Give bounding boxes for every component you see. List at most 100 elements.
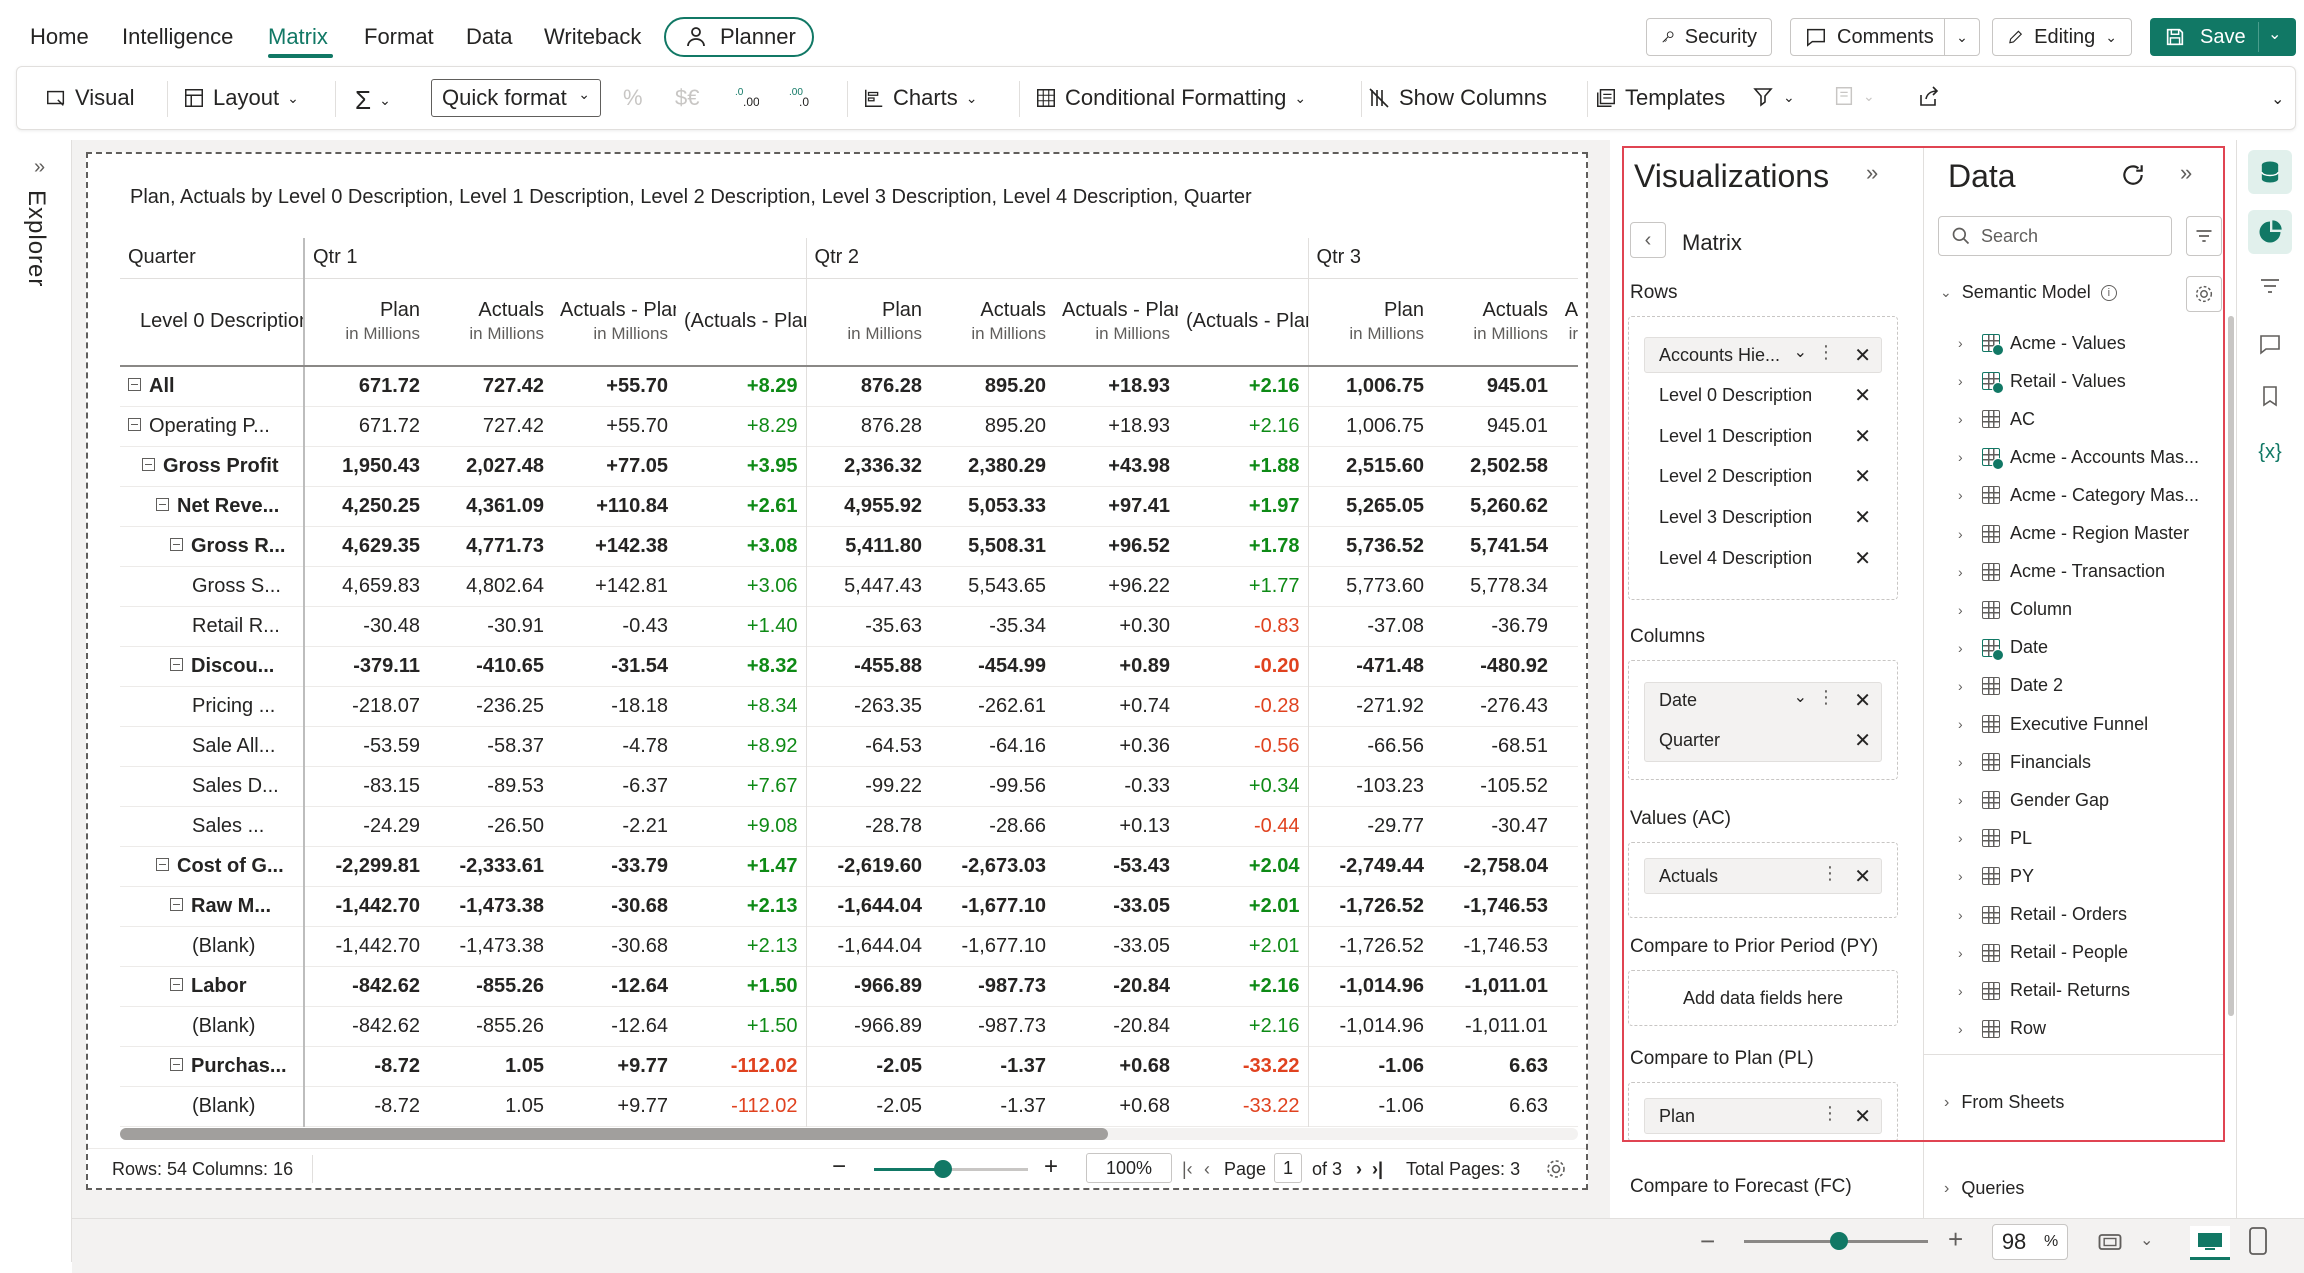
value-cell[interactable]: -1,746.53 bbox=[1463, 894, 1549, 917]
refresh-icon[interactable] bbox=[2120, 162, 2146, 188]
fit-page-icon[interactable] bbox=[2096, 1228, 2124, 1256]
column-header[interactable]: Plan in Millions bbox=[1307, 278, 1433, 367]
back-button[interactable]: ‹ bbox=[1630, 222, 1666, 258]
value-cell[interactable]: -83.15 bbox=[303, 766, 428, 806]
value-cell[interactable]: -33.05 bbox=[1113, 934, 1171, 957]
chevron-right-icon[interactable]: › bbox=[1958, 944, 1963, 961]
conditional-formatting-button[interactable]: Conditional Formatting ⌄ bbox=[1035, 85, 1306, 111]
value-cell[interactable]: -1.06 bbox=[1307, 1086, 1433, 1126]
value-cell[interactable]: +1.40 bbox=[746, 614, 798, 637]
charts-button[interactable]: Charts ⌄ bbox=[863, 85, 978, 111]
column-header[interactable]: Actuals in Millions bbox=[428, 278, 552, 367]
quarter-header-cell[interactable]: Qtr 3 bbox=[1307, 238, 1578, 279]
notes-button[interactable]: ⌄ bbox=[1833, 85, 1875, 107]
percent-format-button[interactable]: % bbox=[623, 85, 643, 111]
value-cell[interactable]: 6.63 bbox=[1509, 1094, 1549, 1117]
value-cell[interactable]: +142.38 bbox=[595, 534, 668, 557]
columns-field-date[interactable] bbox=[1644, 682, 1882, 762]
value-cell[interactable]: -12.64 bbox=[611, 974, 668, 997]
data-search-input[interactable]: Search bbox=[1938, 216, 2172, 256]
chevron-right-icon[interactable]: › bbox=[1958, 487, 1963, 504]
value-cell[interactable]: +2.16 bbox=[1248, 414, 1300, 437]
column-header[interactable]: Plan in Millions bbox=[805, 278, 931, 367]
collapse-icon[interactable] bbox=[170, 1058, 183, 1072]
value-cell[interactable]: 5,447.43 bbox=[805, 566, 931, 606]
chevron-right-icon[interactable]: › bbox=[1958, 830, 1963, 847]
menu-data[interactable]: Data bbox=[466, 24, 513, 49]
data-table-item[interactable]: › Retail- Returns bbox=[1958, 978, 2130, 1004]
data-table-item[interactable]: › AC bbox=[1958, 406, 2035, 432]
value-cell[interactable]: 5,778.34 bbox=[1470, 574, 1549, 597]
value-cell[interactable]: 2,336.32 bbox=[805, 446, 931, 486]
menu-matrix[interactable]: Matrix bbox=[268, 24, 328, 49]
value-cell[interactable]: 945.01 bbox=[1486, 414, 1549, 437]
scrollbar-thumb[interactable] bbox=[2228, 316, 2234, 1016]
desktop-view-button[interactable] bbox=[2190, 1226, 2230, 1260]
value-cell[interactable]: -12.64 bbox=[611, 1014, 668, 1037]
column-header[interactable]: Actuals - Plan in Millions bbox=[552, 278, 676, 367]
value-cell[interactable]: -6.37 bbox=[622, 774, 668, 797]
value-cell[interactable]: +1.97 bbox=[1248, 494, 1300, 517]
chevron-right-icon[interactable]: › bbox=[1958, 792, 1963, 809]
chevron-right-icon[interactable]: › bbox=[1958, 1020, 1963, 1037]
value-cell[interactable]: -33.22 bbox=[1242, 1094, 1300, 1117]
value-cell[interactable]: +2.16 bbox=[1248, 974, 1300, 997]
value-cell[interactable]: -28.78 bbox=[805, 806, 931, 846]
more-options-icon[interactable]: ⋮ bbox=[1821, 863, 1839, 883]
value-cell[interactable]: 5,260.62 bbox=[1470, 494, 1549, 517]
py-well[interactable]: Add data fields here bbox=[1628, 970, 1898, 1026]
data-table-item[interactable]: › PY bbox=[1958, 863, 2034, 889]
value-cell[interactable]: -1,644.04 bbox=[805, 926, 931, 966]
value-cell[interactable]: 5,736.52 bbox=[1307, 526, 1433, 566]
value-cell[interactable]: -966.89 bbox=[805, 1006, 931, 1046]
data-table-item[interactable]: › Date 2 bbox=[1958, 673, 2063, 699]
currency-format-button[interactable]: $€ bbox=[675, 85, 699, 111]
value-cell[interactable]: -1.06 bbox=[1307, 1046, 1433, 1086]
row-label-cell[interactable]: Sales ... bbox=[120, 806, 305, 846]
value-cell[interactable]: +0.74 bbox=[1119, 694, 1171, 717]
value-cell[interactable]: -31.54 bbox=[611, 654, 668, 677]
value-cell[interactable]: 1.05 bbox=[505, 1094, 544, 1117]
value-cell[interactable]: -112.02 bbox=[730, 1054, 798, 1077]
chevron-right-icon[interactable]: › bbox=[1958, 868, 1963, 885]
rows-field-accounts-hierarchy[interactable]: Accounts Hie... ⌄ ⋮ ✕ bbox=[1644, 337, 1882, 373]
data-table-item[interactable]: › Acme - Values bbox=[1958, 330, 2126, 356]
quick-format-select[interactable]: Quick format ⌄ bbox=[431, 79, 601, 117]
more-options-icon[interactable]: ⋮ bbox=[1817, 687, 1835, 707]
value-cell[interactable]: -1,442.70 bbox=[303, 926, 428, 966]
value-cell[interactable]: 2,380.29 bbox=[968, 454, 1047, 477]
value-cell[interactable]: -0.44 bbox=[1253, 814, 1300, 837]
collapse-icon[interactable] bbox=[128, 418, 141, 432]
value-cell[interactable]: +3.06 bbox=[746, 574, 798, 597]
settings-gear-icon[interactable] bbox=[1544, 1157, 1568, 1181]
value-cell[interactable]: 4,629.35 bbox=[303, 526, 428, 566]
values-field-actuals[interactable]: Actuals ⋮ ✕ bbox=[1644, 858, 1882, 894]
value-cell[interactable]: -455.88 bbox=[805, 646, 931, 686]
value-cell[interactable]: +9.08 bbox=[746, 814, 798, 837]
data-table-item[interactable]: › Acme - Transaction bbox=[1958, 559, 2165, 585]
value-cell[interactable]: -99.56 bbox=[989, 774, 1047, 797]
menu-home[interactable]: Home bbox=[30, 24, 89, 49]
horizontal-scrollbar[interactable] bbox=[120, 1128, 1578, 1140]
chevron-right-icon[interactable]: › bbox=[1958, 716, 1963, 732]
value-cell[interactable]: -1,473.38 bbox=[459, 934, 544, 957]
scrollbar-thumb[interactable] bbox=[120, 1128, 1108, 1140]
value-cell[interactable]: -0.43 bbox=[622, 614, 668, 637]
value-cell[interactable]: -2.21 bbox=[622, 814, 668, 837]
menu-format[interactable]: Format bbox=[364, 24, 434, 49]
chevron-right-icon[interactable]: › bbox=[1958, 335, 1963, 351]
row-label-cell[interactable]: Pricing ... bbox=[120, 686, 305, 726]
comments-pane-toggle[interactable] bbox=[2248, 322, 2292, 366]
value-cell[interactable]: 876.28 bbox=[805, 366, 931, 406]
value-cell[interactable]: 2,027.48 bbox=[466, 454, 544, 477]
value-cell[interactable]: -30.68 bbox=[611, 894, 668, 917]
value-cell[interactable]: -480.92 bbox=[1480, 654, 1549, 677]
value-cell[interactable]: -1,644.04 bbox=[805, 886, 931, 926]
table-row[interactable]: (Blank) -842.62 -855.26 -12.64 +1.50 -966.89 -… bbox=[120, 1006, 1578, 1046]
increase-decimal-button[interactable]: .0.00 bbox=[733, 85, 759, 109]
value-cell[interactable]: +2.04 bbox=[1248, 854, 1300, 877]
table-row[interactable]: (Blank) -1,442.70 -1,473.38 -30.68 +2.13 -1,6… bbox=[120, 926, 1578, 966]
value-cell[interactable]: +18.93 bbox=[1108, 374, 1171, 397]
pl-field-plan[interactable]: Plan ⋮ ✕ bbox=[1644, 1098, 1882, 1134]
value-cell[interactable]: 5,741.54 bbox=[1470, 534, 1549, 557]
